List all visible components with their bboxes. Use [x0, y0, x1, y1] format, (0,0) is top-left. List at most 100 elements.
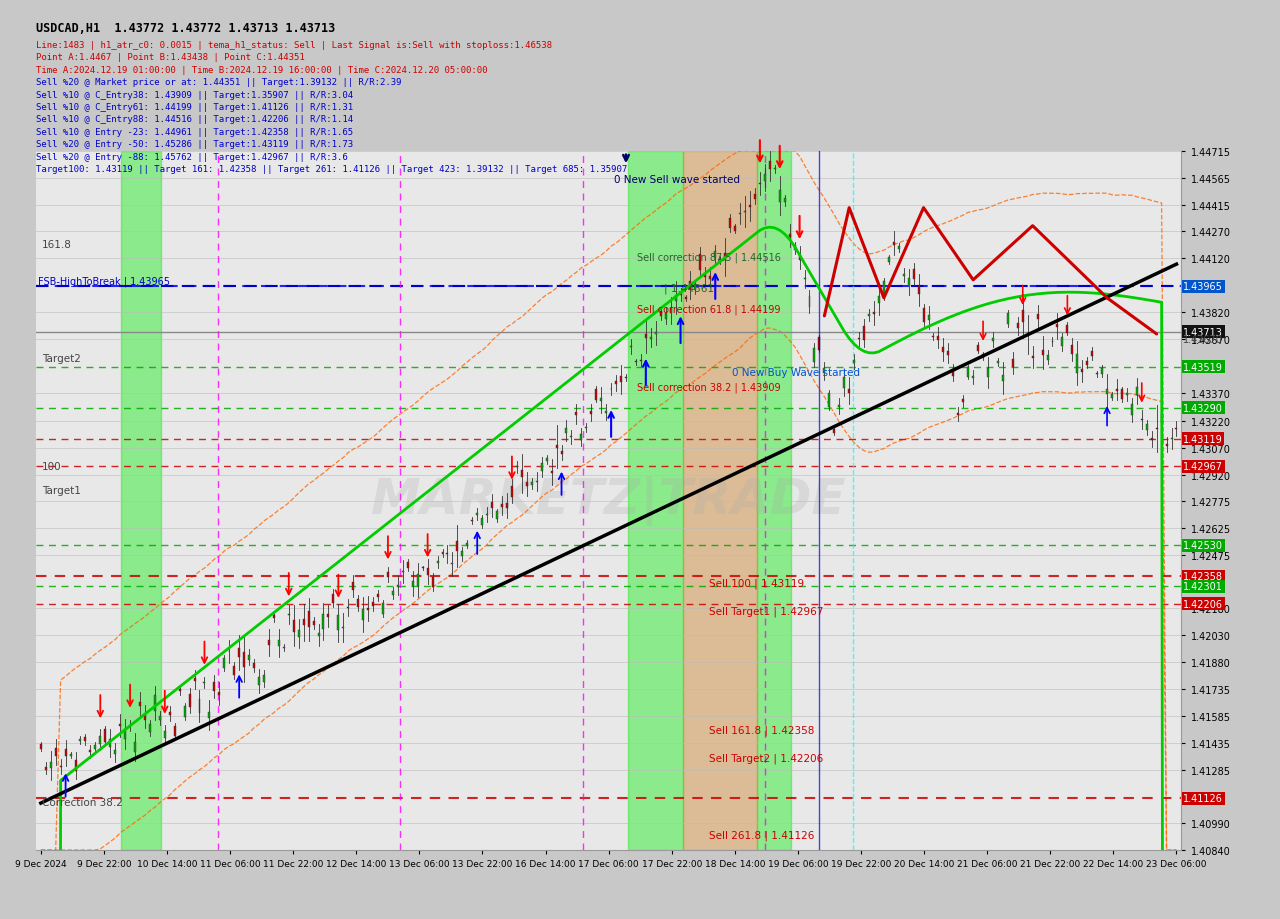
Bar	[1042, 350, 1043, 356]
Bar	[497, 511, 498, 520]
Bar	[262, 675, 265, 682]
Bar	[476, 514, 479, 516]
Bar	[883, 282, 884, 297]
Bar	[402, 571, 403, 573]
Bar	[814, 348, 815, 362]
Text: Sell %20 @ Entry -88: 1.45762 || Target:1.42967 || R/R:3.6: Sell %20 @ Entry -88: 1.45762 || Target:…	[36, 153, 348, 162]
Bar	[431, 578, 434, 587]
Bar	[699, 255, 701, 270]
Bar	[1037, 315, 1038, 320]
Bar	[684, 152, 758, 850]
Bar	[650, 337, 652, 340]
Bar	[580, 435, 582, 440]
Bar	[754, 195, 756, 199]
Bar	[794, 246, 796, 251]
Bar	[561, 451, 562, 455]
Bar	[154, 696, 156, 711]
Bar	[616, 381, 617, 385]
Bar	[928, 316, 929, 321]
Bar	[1170, 439, 1172, 440]
Bar	[233, 666, 236, 675]
Bar	[1121, 390, 1123, 400]
Bar	[293, 620, 294, 632]
Bar	[724, 254, 726, 261]
Text: Sell 161.8 | 1.42358: Sell 161.8 | 1.42358	[709, 725, 815, 735]
Bar	[878, 297, 879, 303]
Bar	[1101, 369, 1103, 375]
Bar	[937, 336, 940, 341]
Bar	[169, 712, 170, 715]
Bar	[778, 191, 781, 202]
Bar	[799, 255, 800, 261]
Bar	[873, 312, 876, 314]
Bar	[531, 482, 532, 486]
Text: 0 New Buy Wave started: 0 New Buy Wave started	[732, 368, 860, 377]
Bar	[506, 504, 508, 509]
Text: 1.42967: 1.42967	[1183, 461, 1224, 471]
Bar	[143, 714, 146, 720]
Bar	[209, 712, 210, 719]
Bar	[908, 279, 910, 287]
Bar	[769, 162, 771, 170]
Bar	[868, 314, 870, 317]
Bar	[759, 184, 760, 185]
Bar	[566, 428, 567, 433]
Bar	[576, 413, 577, 415]
Text: USDCAD,H1  1.43772 1.43772 1.43713 1.43713: USDCAD,H1 1.43772 1.43772 1.43713 1.4371…	[36, 22, 335, 35]
Bar	[492, 503, 493, 509]
Bar	[545, 459, 548, 461]
Bar	[317, 634, 320, 637]
Text: 1.42530: 1.42530	[1183, 540, 1224, 550]
Bar	[605, 412, 607, 414]
Text: Sell %10 @ C_Entry38: 1.43909 || Target:1.35907 || R/R:3.04: Sell %10 @ C_Entry38: 1.43909 || Target:…	[36, 90, 353, 99]
Text: Target1: Target1	[41, 486, 81, 496]
Text: Sell 100 | 1.43119: Sell 100 | 1.43119	[709, 578, 805, 588]
Bar	[387, 573, 389, 577]
Bar	[436, 562, 439, 563]
Text: Sell correction 38.2 | 1.43909: Sell correction 38.2 | 1.43909	[637, 382, 781, 393]
Bar	[511, 486, 513, 497]
Bar	[695, 285, 696, 290]
Bar	[923, 308, 924, 323]
Text: 1.43670: 1.43670	[1183, 335, 1224, 345]
Bar	[288, 614, 289, 616]
Bar	[214, 683, 215, 691]
Bar	[381, 603, 384, 615]
Bar	[248, 655, 250, 661]
Text: 1.41126: 1.41126	[1183, 793, 1224, 803]
Bar	[942, 347, 945, 353]
Bar	[140, 702, 141, 706]
Bar	[685, 298, 686, 300]
Bar	[442, 552, 443, 554]
Text: Sell %10 @ C_Entry61: 1.44199 || Target:1.41126 || R/R:1.31: Sell %10 @ C_Entry61: 1.44199 || Target:…	[36, 103, 353, 112]
Text: 100: 100	[41, 461, 61, 471]
Bar	[466, 543, 468, 545]
Bar	[788, 235, 791, 238]
Bar	[957, 413, 959, 415]
Bar	[1126, 394, 1128, 396]
Bar	[540, 464, 543, 471]
Bar	[1175, 428, 1178, 430]
Bar	[620, 377, 622, 383]
Bar	[69, 754, 72, 756]
Bar	[655, 333, 657, 335]
Bar	[833, 429, 836, 433]
Bar	[323, 614, 324, 630]
Bar	[45, 766, 47, 770]
Bar	[392, 591, 394, 596]
Bar	[987, 369, 989, 378]
Bar	[253, 664, 255, 668]
Bar	[590, 412, 593, 414]
Bar	[74, 760, 77, 771]
Bar	[1011, 359, 1014, 368]
Bar	[273, 615, 275, 618]
Bar	[664, 313, 667, 319]
Bar	[809, 297, 810, 308]
Text: 1.43519: 1.43519	[1183, 362, 1224, 372]
Bar	[1002, 376, 1004, 381]
Bar	[278, 641, 280, 646]
Bar	[372, 603, 374, 607]
Bar	[1071, 346, 1074, 355]
Text: 0 New Sell wave started: 0 New Sell wave started	[614, 176, 740, 185]
Bar	[238, 648, 241, 657]
